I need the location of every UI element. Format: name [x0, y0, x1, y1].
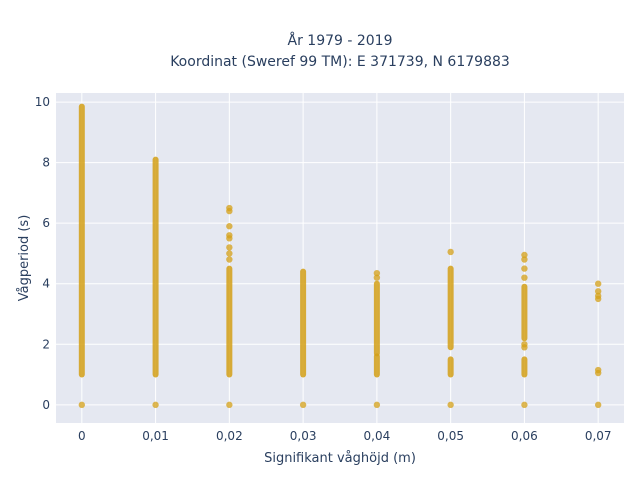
x-tick-label: 0,06 — [511, 429, 538, 443]
data-point — [594, 366, 602, 374]
x-tick-label: 0,04 — [364, 429, 391, 443]
x-tick-label: 0,02 — [216, 429, 243, 443]
data-point — [447, 401, 454, 409]
data-point — [373, 269, 381, 277]
data-point — [373, 274, 381, 281]
x-tick-label: 0,01 — [142, 429, 169, 443]
y-tick-label: 2 — [42, 337, 50, 351]
data-point — [226, 250, 233, 257]
data-points — [78, 103, 602, 409]
data-point — [373, 401, 381, 409]
x-axis-label: Signifikant våghöjd (m) — [264, 451, 416, 466]
y-tick-label: 6 — [42, 216, 50, 230]
data-point — [447, 248, 454, 256]
data-point — [78, 401, 86, 409]
data-point — [594, 292, 602, 300]
data-point — [226, 232, 233, 239]
y-axis-label: Vågperiod (s) — [17, 215, 32, 302]
y-tick-label: 0 — [42, 398, 50, 412]
y-tick-label: 4 — [42, 277, 50, 291]
y-tick-label: 10 — [35, 95, 50, 109]
plot-area — [56, 93, 624, 423]
data-point — [152, 401, 159, 409]
y-tick-label: 8 — [42, 156, 50, 170]
data-point — [521, 265, 528, 272]
chart-title-line-2: Koordinat (Sweref 99 TM): E 371739, N 61… — [170, 54, 510, 70]
x-tick-label: 0,03 — [290, 429, 317, 443]
data-point — [226, 223, 233, 230]
data-point — [521, 274, 528, 281]
data-point — [594, 288, 602, 295]
data-point — [226, 256, 233, 263]
y-axis-ticks: 0 2 4 6 8 10 — [35, 95, 50, 412]
chart-title-line-1: År 1979 - 2019 — [288, 32, 393, 49]
x-axis-ticks: 0 0,01 0,02 0,03 0,04 0,05 0,06 0,07 — [78, 429, 612, 443]
x-tick-label: 0 — [78, 429, 86, 443]
data-point — [226, 204, 233, 212]
grid-lines — [56, 93, 624, 423]
data-point — [521, 251, 528, 259]
x-tick-label: 0,07 — [585, 429, 612, 443]
data-point — [594, 401, 602, 409]
data-point — [521, 401, 528, 409]
x-tick-label: 0,05 — [437, 429, 464, 443]
data-point — [226, 401, 233, 409]
data-point — [594, 280, 602, 287]
data-point — [226, 244, 233, 251]
data-point — [299, 401, 307, 409]
data-point — [521, 256, 528, 263]
data-point — [521, 341, 528, 348]
